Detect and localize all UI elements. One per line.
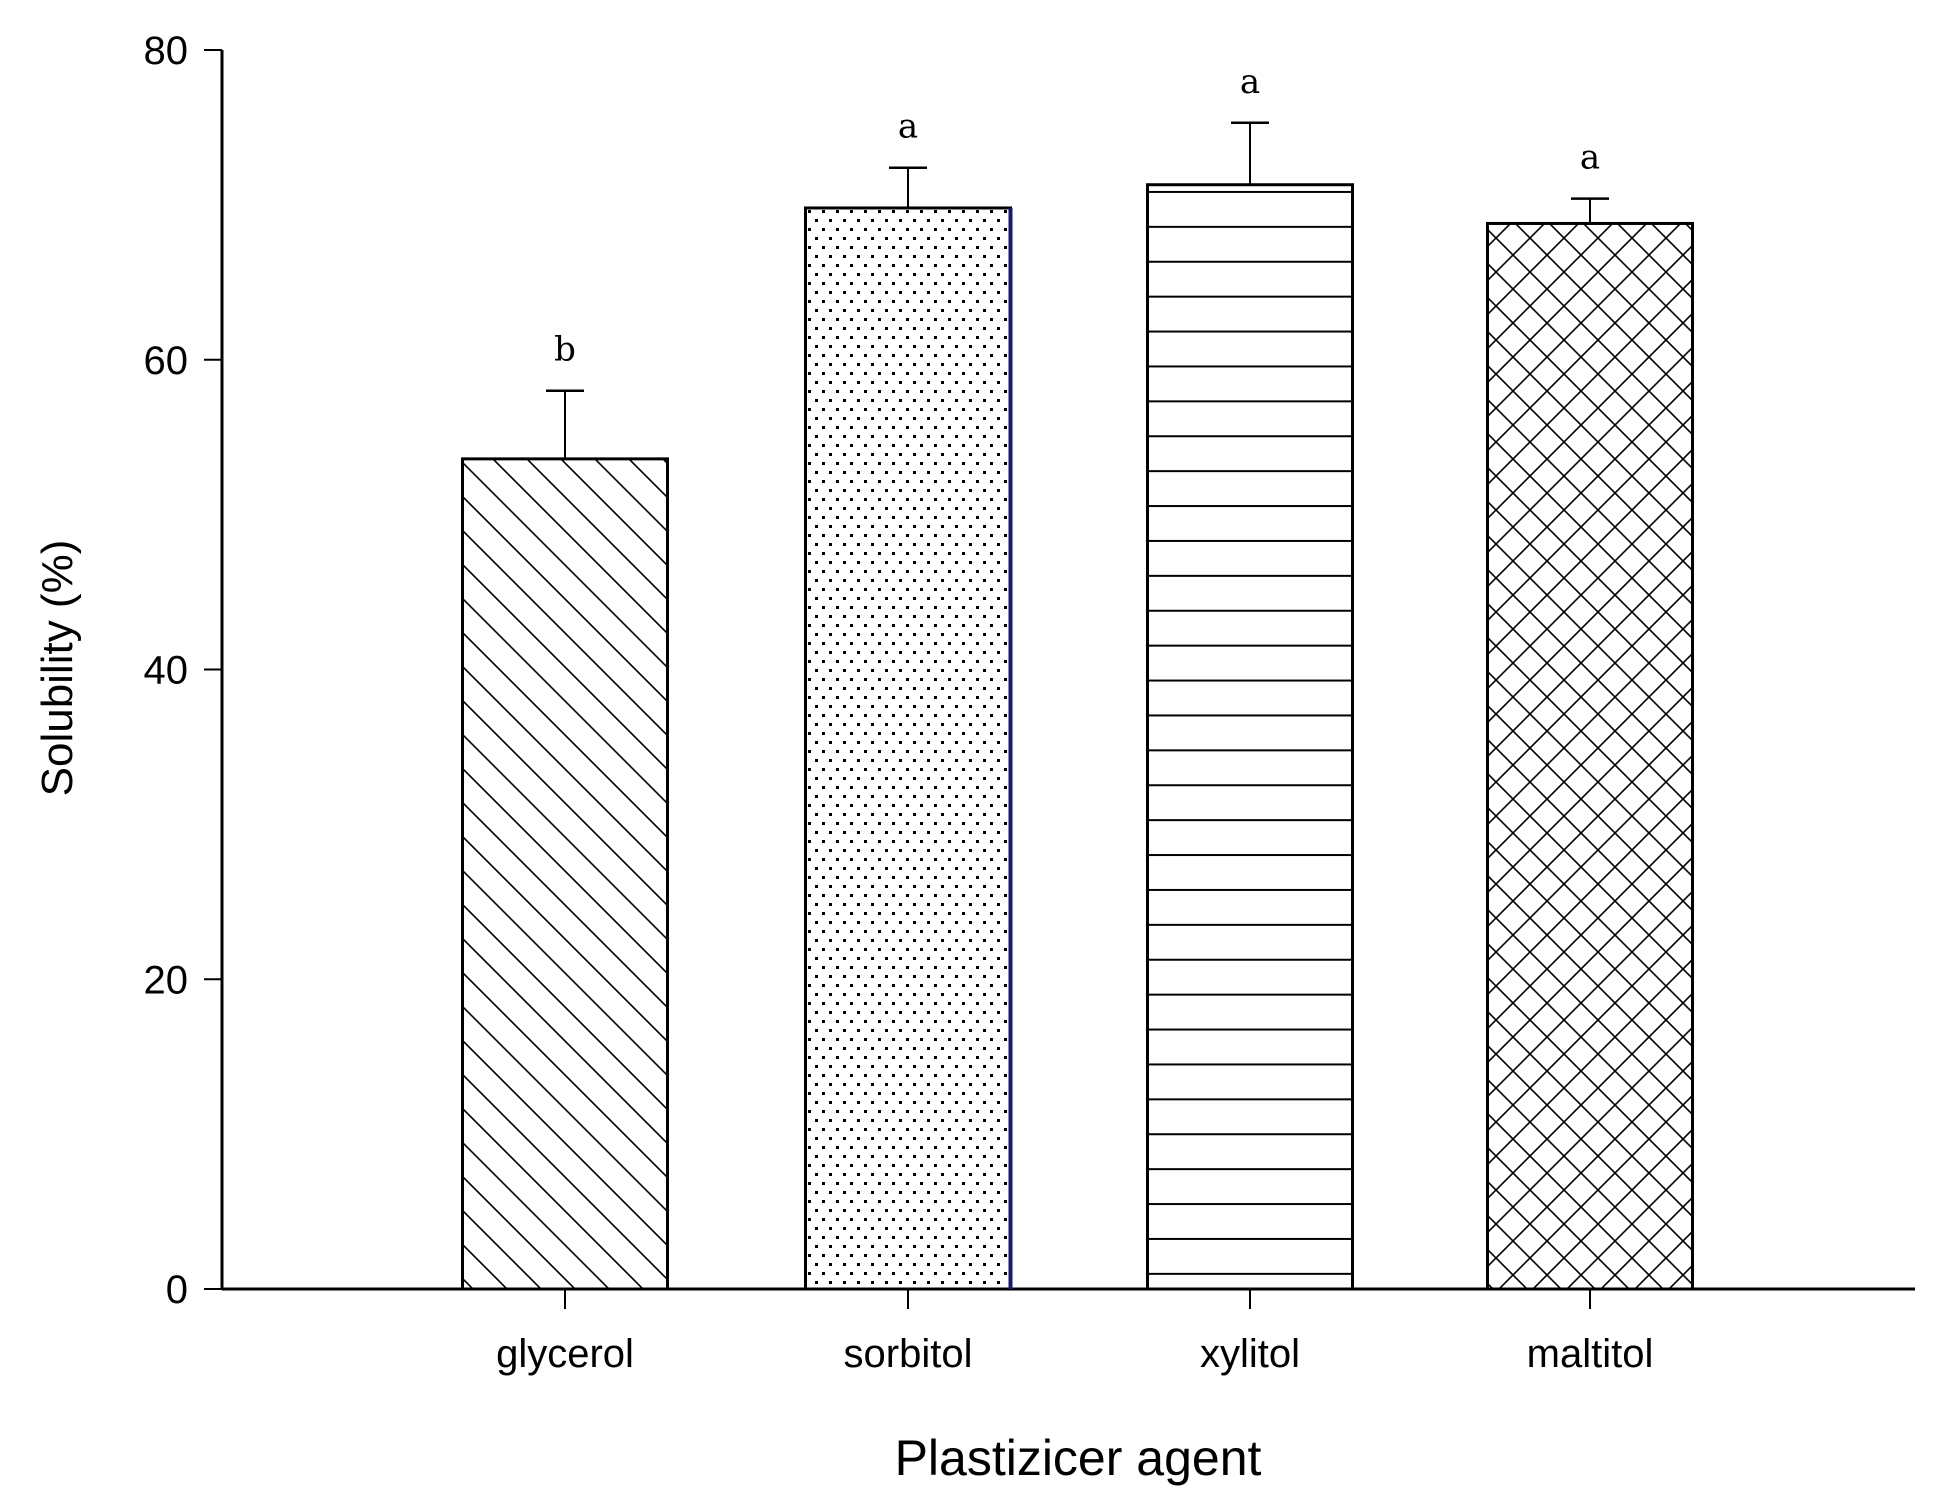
x-tick-label: maltitol: [1527, 1332, 1654, 1376]
y-tick-label: 60: [144, 339, 189, 383]
significance-label: a: [1240, 62, 1260, 102]
bars: b a a a: [461, 62, 1694, 1291]
significance-label: a: [1580, 138, 1600, 178]
y-tick-label: 80: [144, 29, 189, 73]
x-tick-label: sorbitol: [844, 1332, 973, 1376]
significance-label: a: [898, 107, 918, 147]
significance-label: b: [554, 330, 576, 370]
x-ticks: glycerol sorbitol xylitol maltitol: [496, 1289, 1653, 1376]
bar-maltitol: [1486, 221, 1694, 1291]
bar-glycerol: [461, 457, 669, 1291]
y-tick-label: 20: [144, 958, 189, 1002]
x-axis-title: Plastizicer agent: [895, 1430, 1262, 1486]
bar-sorbitol: [804, 206, 1012, 1291]
y-tick-label: 0: [166, 1268, 188, 1312]
y-ticks: 0 20 40 60 80: [144, 29, 222, 1312]
x-tick-label: glycerol: [496, 1332, 634, 1376]
bar-xylitol: [1146, 183, 1354, 1291]
y-tick-label: 40: [144, 649, 189, 693]
x-tick-label: xylitol: [1200, 1332, 1300, 1376]
y-axis-title: Solubility (%): [33, 540, 82, 797]
